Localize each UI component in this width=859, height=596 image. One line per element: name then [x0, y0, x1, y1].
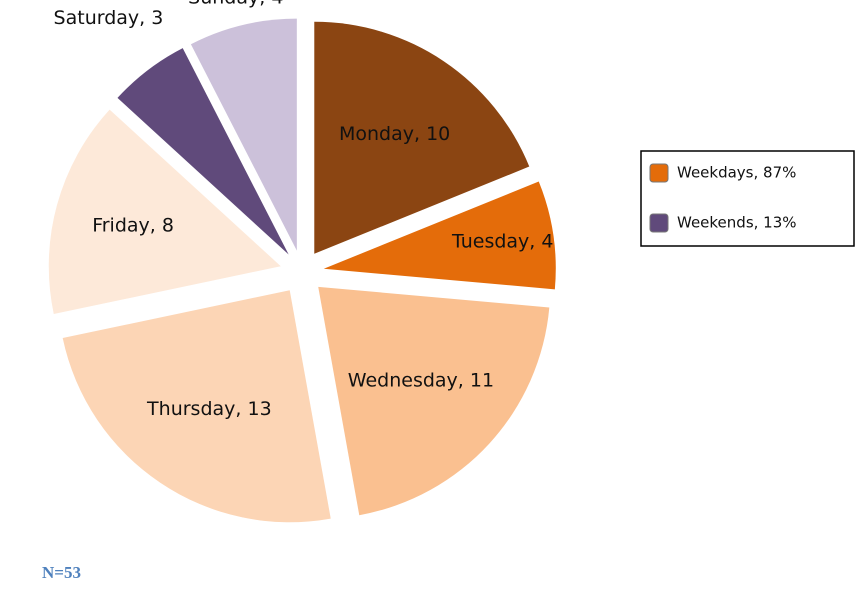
pie-slice: [117, 48, 289, 255]
slice-label: Thursday, 13: [146, 398, 272, 420]
pie-slice: [62, 290, 331, 523]
legend-swatch: [649, 213, 669, 233]
pie-slice: [318, 286, 550, 516]
footnote: N=53: [42, 563, 81, 582]
slice-label: Monday, 10: [339, 123, 450, 145]
pie-slice: [190, 18, 297, 251]
legend: Weekdays, 87% Weekends, 13%: [640, 150, 855, 247]
slice-label: Saturday, 3: [54, 7, 164, 29]
pie-slice: [48, 109, 281, 314]
pie-slice: [323, 181, 556, 290]
legend-swatch: [649, 163, 669, 183]
pie-slice: [314, 21, 530, 254]
slice-label: Sunday, 4: [188, 0, 283, 9]
legend-label: Weekends, 13%: [677, 214, 797, 232]
slice-label: Wednesday, 11: [348, 369, 494, 391]
slice-label: Tuesday, 4: [451, 231, 553, 253]
legend-label: Weekdays, 87%: [677, 164, 796, 182]
legend-box: [640, 150, 855, 247]
slice-label: Friday, 8: [92, 214, 174, 236]
